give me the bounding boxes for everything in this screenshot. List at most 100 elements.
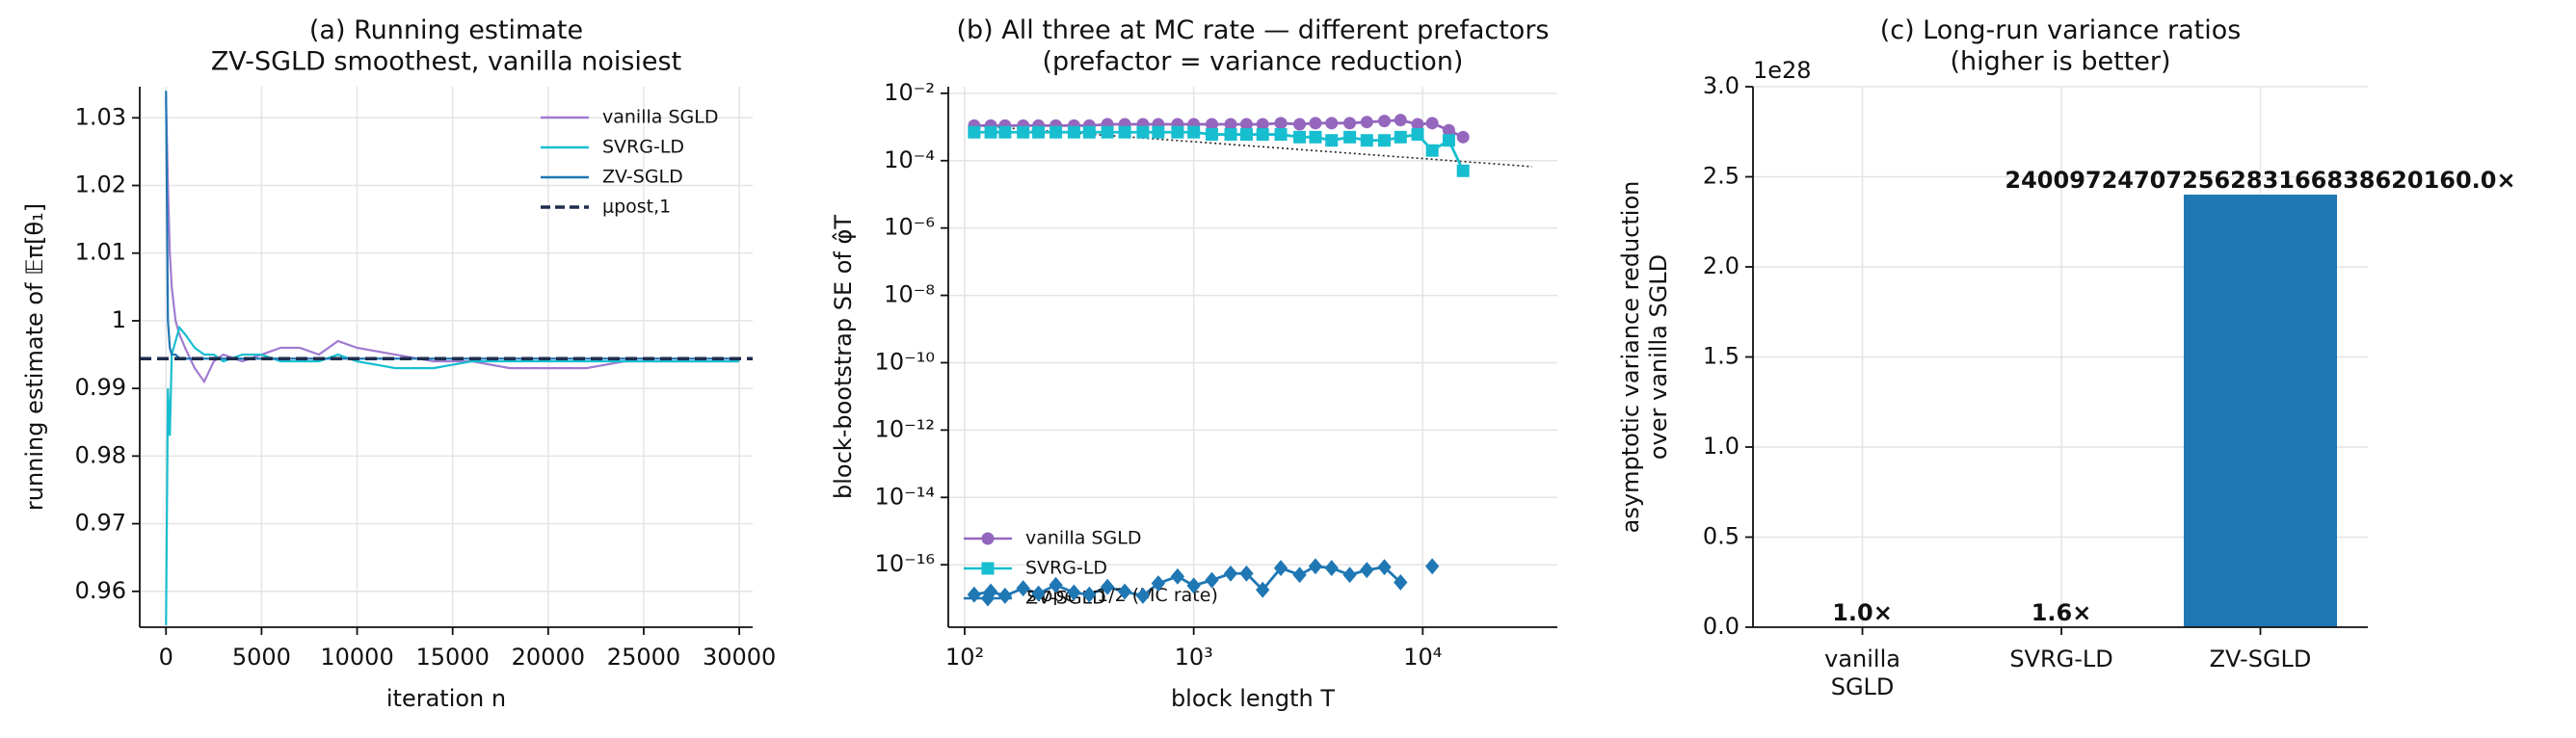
marker [1292, 567, 1307, 584]
panel-title: (a) Running estimate ZV-SGLD smoothest, v… [211, 15, 681, 76]
marker [1239, 118, 1253, 131]
bar-value-label: 1.0× [1832, 599, 1893, 626]
marker [1293, 118, 1307, 131]
y-tick-label: 1 [112, 306, 126, 333]
marker [1152, 125, 1165, 139]
y-tick-label: 0.99 [75, 374, 126, 401]
marker [1171, 125, 1184, 139]
marker [1342, 567, 1357, 584]
marker [1239, 128, 1253, 142]
y-tick-label: 0.96 [75, 577, 126, 604]
y-tick-label: 10⁻¹⁰ [875, 348, 935, 375]
marker [1101, 125, 1114, 139]
marker [1187, 125, 1201, 139]
bar [2184, 195, 2337, 628]
marker [1256, 118, 1269, 131]
marker [1032, 125, 1046, 139]
marker [1378, 115, 1392, 128]
marker [1360, 134, 1373, 147]
marker [967, 586, 982, 603]
x-tick-label: ZV-SGLD [2210, 646, 2312, 672]
marker [1293, 130, 1307, 144]
marker [1360, 562, 1374, 579]
y-tick-label: 3.0 [1703, 72, 1739, 99]
marker [984, 125, 997, 139]
marker [968, 125, 981, 139]
x-tick-label: 10³ [1175, 644, 1213, 671]
marker [1049, 576, 1063, 593]
marker [981, 532, 995, 545]
y-tick-label: 10⁻¹² [875, 415, 935, 442]
legend-label: SVRG-LD [1025, 558, 1107, 579]
marker [1067, 125, 1080, 139]
marker [1151, 575, 1166, 592]
marker [1325, 134, 1339, 147]
y-tick-label: 1.02 [75, 171, 126, 198]
x-tick-label: 10⁴ [1403, 644, 1442, 671]
y-axis-label: asymptotic variance reductionover vanill… [1617, 181, 1672, 534]
y-tick-label: 0.98 [75, 441, 126, 468]
marker [1343, 117, 1357, 130]
y-tick-label: 1.5 [1703, 343, 1739, 370]
x-tick-label: 15000 [416, 644, 490, 671]
marker [997, 587, 1013, 604]
marker [1205, 128, 1218, 142]
legend-label: μpost,1 [602, 197, 671, 218]
marker [1067, 584, 1081, 601]
marker [1325, 117, 1339, 130]
marker [1031, 585, 1046, 602]
marker [1224, 128, 1237, 142]
y-tick-label: 1.01 [75, 239, 126, 266]
marker [1016, 580, 1030, 597]
marker [1082, 125, 1096, 139]
marker [980, 590, 996, 607]
x-tick-label: 5000 [232, 644, 291, 671]
x-tick-label: 20000 [512, 644, 585, 671]
x-tick-label: vanilla SGLD [1824, 646, 1900, 700]
marker [1117, 583, 1132, 600]
marker [1135, 587, 1151, 604]
y-tick-label: 2.0 [1703, 252, 1739, 279]
y-axis-label: block-bootstrap SE of φ̂T [830, 215, 857, 499]
marker [1205, 571, 1219, 589]
marker [1186, 577, 1201, 594]
y-tick-label: 10⁻⁴ [884, 146, 935, 173]
legend-label: vanilla SGLD [602, 107, 718, 128]
marker [1360, 116, 1373, 129]
marker [1017, 125, 1030, 139]
y-tick-label: 0.0 [1703, 613, 1739, 640]
marker [1442, 123, 1455, 137]
y-tick-label: 1.03 [75, 103, 126, 130]
y-tick-label: 10⁻⁸ [884, 281, 935, 308]
series-line [165, 325, 740, 625]
marker [1343, 130, 1357, 144]
marker [1223, 565, 1238, 582]
marker [1411, 128, 1424, 142]
x-tick-label: 10² [945, 644, 984, 671]
x-tick-label: 30000 [703, 644, 776, 671]
bar-value-label: 1.6× [2032, 599, 2092, 626]
marker [1456, 164, 1470, 177]
marker [1224, 118, 1237, 131]
y-tick-label: 2.5 [1703, 163, 1739, 190]
panel-title: (b) All three at MC rate — different pre… [957, 15, 1550, 76]
marker [1136, 125, 1150, 139]
y-tick-label: 0.5 [1703, 523, 1739, 550]
x-tick-label: 10000 [320, 644, 393, 671]
panel-1: (b) All three at MC rate — different pre… [830, 15, 1557, 712]
marker [1049, 125, 1063, 139]
marker [1082, 586, 1097, 603]
y-tick-label: 10⁻⁶ [884, 214, 935, 241]
marker [1170, 567, 1185, 585]
marker [1411, 118, 1424, 131]
marker [1425, 144, 1439, 157]
marker [1256, 128, 1269, 142]
y-axis-label: running estimate of 𝔼π[θ₁] [21, 203, 48, 511]
y-tick-label: 1.0 [1703, 433, 1739, 460]
marker [998, 125, 1012, 139]
legend-label: ZV-SGLD [602, 167, 683, 188]
marker [1377, 559, 1392, 576]
marker [1324, 560, 1339, 577]
bar-value-label: 24009724707256283166838620160.0× [2005, 167, 2515, 194]
